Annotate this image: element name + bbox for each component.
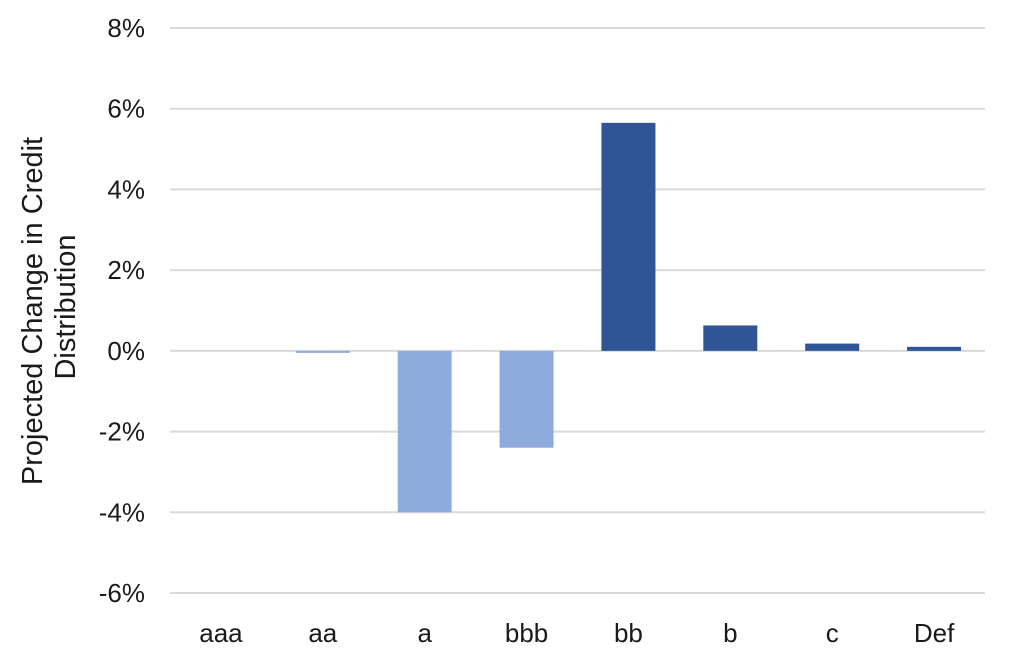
x-category-label: bbb [505,618,548,648]
x-category-label: c [826,618,839,648]
y-axis-ticks: 8% 6% 4% 2% 0% -2% -4% -6% [99,13,145,608]
x-category-label: aa [308,618,337,648]
y-tick-label: 4% [107,174,145,204]
bar-b [703,325,758,351]
y-tick-label: 2% [107,255,145,285]
x-category-label: a [417,618,432,648]
y-tick-label: 0% [107,336,145,366]
bar-c [805,343,860,351]
x-category-label: bb [614,618,643,648]
bar-bb [601,122,656,351]
y-tick-label: 8% [107,13,145,43]
bar-def [907,346,962,351]
x-axis-categories: aaa aa a bbb bb b c Def [199,618,955,648]
x-category-label: b [723,618,737,648]
y-axis-title-line-2: Distribution [50,234,82,379]
bars [295,122,962,513]
bar-a [397,350,452,513]
y-axis-title: Projected Change in Credit Distribution [17,129,82,485]
x-category-label: Def [914,618,955,648]
y-tick-label: -2% [99,417,145,447]
y-axis-title-line-1: Projected Change in Credit [17,137,49,485]
bar-aa [295,350,350,353]
y-tick-label: 6% [107,94,145,124]
y-tick-label: -6% [99,578,145,608]
y-tick-label: -4% [99,497,145,527]
bar-bbb [499,350,554,448]
gridlines [170,27,985,594]
x-category-label: aaa [199,618,243,648]
